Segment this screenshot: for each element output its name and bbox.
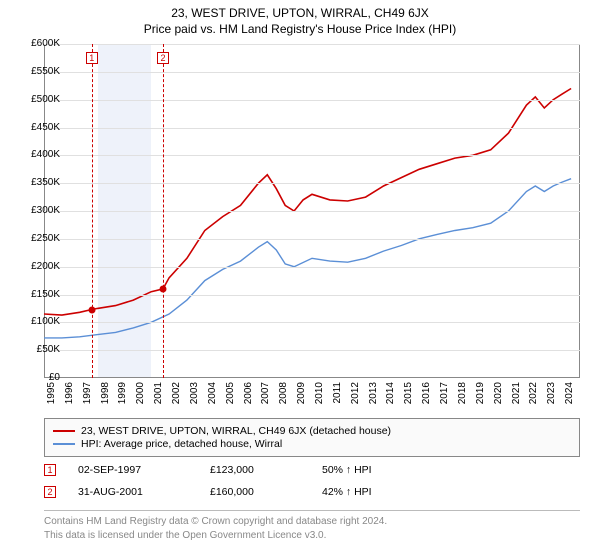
x-axis-label: 2021	[511, 382, 522, 422]
x-axis-label: 2006	[243, 382, 254, 422]
sale-date-1: 02-SEP-1997	[78, 464, 188, 476]
attribution-line1: Contains HM Land Registry data © Crown c…	[44, 515, 580, 529]
x-axis-label: 2020	[493, 382, 504, 422]
x-axis-label: 1996	[64, 382, 75, 422]
series-line	[44, 179, 571, 338]
x-axis-label: 2007	[260, 382, 271, 422]
sale-marker-line	[163, 44, 164, 378]
y-axis-label: £50K	[18, 344, 60, 355]
gridline-h	[44, 183, 580, 184]
x-axis-label: 2018	[457, 382, 468, 422]
y-axis-label: £100K	[18, 316, 60, 327]
y-axis-label: £250K	[18, 233, 60, 244]
sale-pct-2: 42% ↑ HPI	[322, 486, 372, 498]
y-axis-label: £600K	[18, 38, 60, 49]
y-axis-label: £200K	[18, 261, 60, 272]
gridline-h	[44, 295, 580, 296]
sale-marker-line	[92, 44, 93, 378]
sale-marker-box: 2	[157, 52, 169, 64]
x-axis-label: 2000	[135, 382, 146, 422]
x-axis-label: 2009	[296, 382, 307, 422]
x-axis-label: 2010	[314, 382, 325, 422]
x-axis-label: 2015	[403, 382, 414, 422]
sale-price-1: £123,000	[210, 464, 300, 476]
attribution: Contains HM Land Registry data © Crown c…	[44, 510, 580, 542]
x-axis-label: 2023	[546, 382, 557, 422]
y-axis-label: £500K	[18, 94, 60, 105]
gridline-h	[44, 267, 580, 268]
x-axis-label: 2014	[385, 382, 396, 422]
sale-marker-1-icon: 1	[44, 464, 56, 476]
x-axis-label: 2017	[439, 382, 450, 422]
legend-label: 23, WEST DRIVE, UPTON, WIRRAL, CH49 6JX …	[81, 425, 391, 437]
legend-row: 23, WEST DRIVE, UPTON, WIRRAL, CH49 6JX …	[53, 425, 571, 437]
legend-swatch	[53, 443, 75, 445]
gridline-h	[44, 155, 580, 156]
y-axis-label: £150K	[18, 289, 60, 300]
x-axis-label: 2022	[528, 382, 539, 422]
sale-row-1: 1 02-SEP-1997 £123,000 50% ↑ HPI	[44, 464, 580, 476]
chart-title-line1: 23, WEST DRIVE, UPTON, WIRRAL, CH49 6JX	[0, 0, 600, 20]
x-axis-label: 2011	[332, 382, 343, 422]
y-axis-label: £550K	[18, 66, 60, 77]
x-axis-label: 2001	[153, 382, 164, 422]
gridline-h	[44, 239, 580, 240]
series-line	[44, 89, 571, 316]
x-axis-label: 2024	[564, 382, 575, 422]
legend-label: HPI: Average price, detached house, Wirr…	[81, 438, 282, 450]
x-axis-label: 2004	[207, 382, 218, 422]
y-axis-label: £400K	[18, 149, 60, 160]
x-axis-label: 1997	[82, 382, 93, 422]
gridline-h	[44, 322, 580, 323]
sale-pct-1: 50% ↑ HPI	[322, 464, 372, 476]
sale-date-2: 31-AUG-2001	[78, 486, 188, 498]
sale-marker-dot	[88, 306, 95, 313]
gridline-h	[44, 128, 580, 129]
x-axis-label: 2019	[475, 382, 486, 422]
sale-marker-2-icon: 2	[44, 486, 56, 498]
x-axis-label: 1995	[46, 382, 57, 422]
y-axis-label: £350K	[18, 177, 60, 188]
x-axis-label: 2003	[189, 382, 200, 422]
gridline-h	[44, 72, 580, 73]
x-axis-label: 2016	[421, 382, 432, 422]
x-axis-label: 1999	[117, 382, 128, 422]
legend-row: HPI: Average price, detached house, Wirr…	[53, 438, 571, 450]
chart-title-line2: Price paid vs. HM Land Registry's House …	[0, 20, 600, 36]
attribution-line2: This data is licensed under the Open Gov…	[44, 529, 580, 543]
y-axis-label: £300K	[18, 205, 60, 216]
legend-swatch	[53, 430, 75, 432]
x-axis-label: 2005	[225, 382, 236, 422]
gridline-h	[44, 44, 580, 45]
legend: 23, WEST DRIVE, UPTON, WIRRAL, CH49 6JX …	[44, 418, 580, 457]
sale-marker-dot	[159, 285, 166, 292]
sale-price-2: £160,000	[210, 486, 300, 498]
x-axis-label: 2013	[368, 382, 379, 422]
sale-marker-box: 1	[86, 52, 98, 64]
x-axis-label: 1998	[100, 382, 111, 422]
x-axis-label: 2012	[350, 382, 361, 422]
gridline-h	[44, 350, 580, 351]
x-axis-label: 2008	[278, 382, 289, 422]
gridline-h	[44, 100, 580, 101]
chart-plot-area: 12	[44, 44, 580, 378]
y-axis-label: £450K	[18, 122, 60, 133]
gridline-h	[44, 211, 580, 212]
sale-row-2: 2 31-AUG-2001 £160,000 42% ↑ HPI	[44, 486, 580, 498]
x-axis-label: 2002	[171, 382, 182, 422]
